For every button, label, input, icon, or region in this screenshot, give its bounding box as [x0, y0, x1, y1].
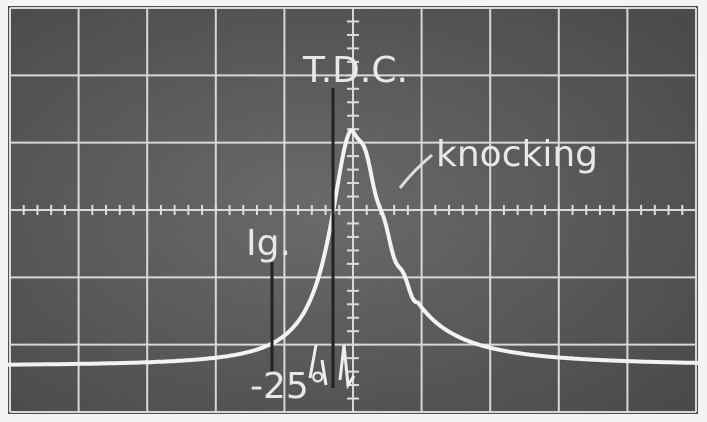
tdc-label: T.D.C. [302, 50, 408, 91]
knocking-label: knocking [436, 134, 598, 175]
oscilloscope-photo: T.D.C. knocking Ig. -25° [0, 0, 707, 422]
angle-label: -25° [250, 366, 327, 407]
page: T.D.C. knocking Ig. -25° (() => { const … [0, 0, 707, 422]
ignition-label: Ig. [246, 223, 291, 264]
